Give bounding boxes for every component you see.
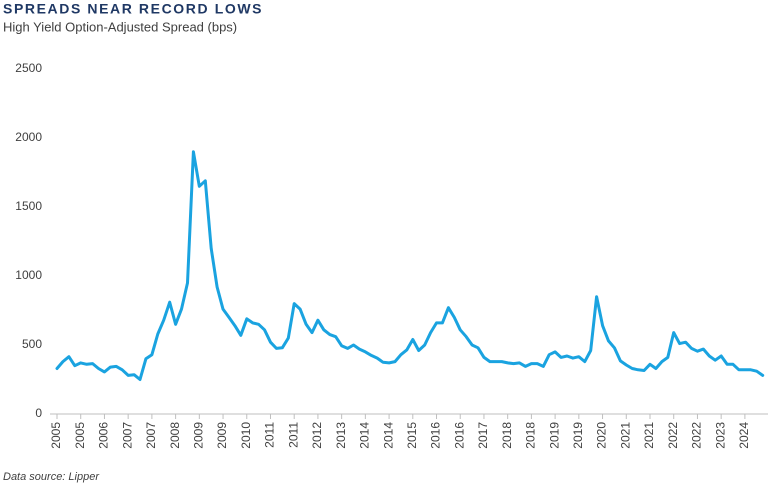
x-tick-label: 2007: [144, 422, 158, 449]
x-tick-label: 2018: [524, 422, 538, 449]
y-tick-label: 2500: [15, 61, 42, 75]
x-tick-label: 2009: [215, 422, 229, 449]
x-tick-label: 2021: [618, 422, 632, 449]
x-tick-label: 2007: [120, 422, 134, 449]
x-tick-label: 2024: [737, 422, 751, 449]
x-tick-label: 2011: [263, 422, 277, 448]
x-tick-label: 2008: [168, 422, 182, 449]
x-tick-label: 2014: [358, 422, 372, 449]
x-tick-label: 2016: [429, 422, 443, 449]
x-tick-label: 2006: [97, 422, 111, 449]
x-tick-label: 2021: [642, 422, 656, 449]
x-tick-label: 2023: [713, 422, 727, 449]
y-tick-label: 1000: [15, 268, 42, 282]
x-tick-label: 2019: [571, 422, 585, 449]
y-tick-label: 500: [22, 337, 42, 351]
x-tick-label: 2022: [666, 422, 680, 449]
x-tick-label: 2005: [49, 422, 63, 449]
y-tick-label: 2000: [15, 130, 42, 144]
source-note: Data source: Lipper: [3, 471, 100, 483]
chart-subtitle: High Yield Option-Adjusted Spread (bps): [3, 19, 237, 34]
x-tick-label: 2020: [595, 422, 609, 449]
x-tick-label: 2022: [690, 422, 704, 449]
x-tick-label: 2012: [310, 422, 324, 449]
x-tick-label: 2014: [381, 422, 395, 449]
y-tick-label: 0: [35, 406, 42, 420]
x-tick-label: 2009: [191, 422, 205, 449]
x-tick-label: 2005: [73, 422, 87, 449]
chart-title: SPREADS NEAR RECORD LOWS: [3, 1, 263, 17]
x-tick-label: 2015: [405, 422, 419, 449]
y-tick-label: 1500: [15, 199, 42, 213]
x-tick-label: 2019: [547, 422, 561, 449]
x-tick-label: 2017: [476, 422, 490, 449]
x-tick-label: 2016: [452, 422, 466, 449]
x-tick-label: 2018: [500, 422, 514, 449]
x-tick-label: 2010: [239, 422, 253, 449]
spread-line: [55, 150, 765, 381]
x-tick-label: 2013: [334, 422, 348, 449]
x-tick-label: 2011: [286, 422, 300, 448]
